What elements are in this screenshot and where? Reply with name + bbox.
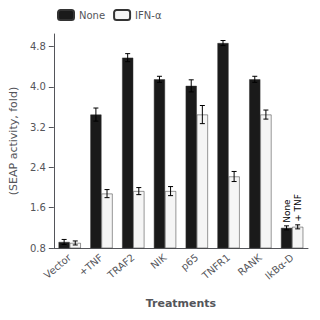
svg-text:None: None (79, 10, 105, 21)
svg-text:0.8: 0.8 (30, 243, 46, 254)
svg-text:RANK: RANK (236, 252, 264, 278)
svg-text:2.4: 2.4 (30, 162, 46, 173)
svg-text:Vector: Vector (42, 251, 74, 280)
svg-text:4.8: 4.8 (30, 41, 46, 52)
svg-text:+ TNF: + TNF (293, 194, 303, 222)
svg-text:TNFR1: TNFR1 (199, 252, 232, 282)
svg-text:Treatments: Treatments (146, 297, 217, 310)
svg-text:4.0: 4.0 (30, 81, 46, 92)
svg-text:p65: p65 (179, 252, 201, 273)
svg-text:NIK: NIK (148, 252, 168, 272)
svg-text:(SEAP activity, fold): (SEAP activity, fold) (7, 87, 20, 195)
svg-text:IFN-α: IFN-α (135, 10, 162, 21)
svg-text:3.2: 3.2 (30, 122, 46, 133)
svg-text:IkBα-D: IkBα-D (263, 252, 296, 282)
svg-text:TRAF2: TRAF2 (105, 252, 137, 281)
svg-text:None: None (282, 199, 292, 223)
svg-text:+TNF: +TNF (77, 252, 105, 278)
svg-text:1.6: 1.6 (30, 202, 46, 213)
